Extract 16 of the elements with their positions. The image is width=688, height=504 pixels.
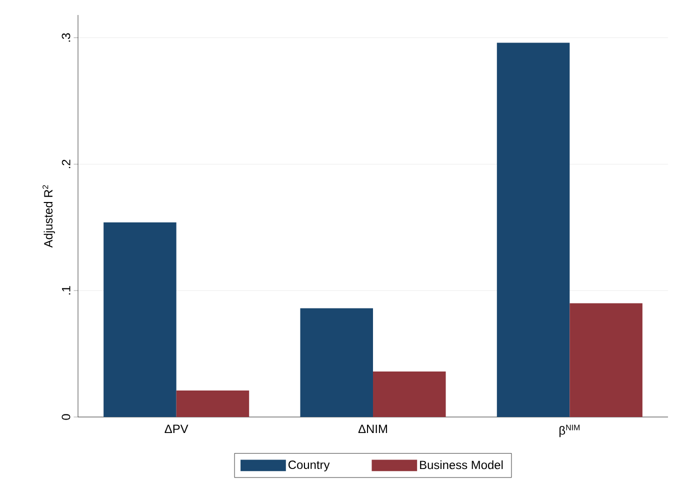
bar <box>300 308 374 417</box>
legend-label: Business Model <box>420 460 503 470</box>
x-tick-label: β$^{NIM}$ <box>560 424 580 438</box>
y-tick-label: 0 <box>62 414 70 420</box>
legend-label: Country <box>288 460 330 472</box>
y-axis-title: Adjusted R$^{2}$ <box>42 185 55 248</box>
bar <box>570 303 642 417</box>
x-tick-label: ΔNIM <box>358 424 387 433</box>
bar <box>373 371 446 417</box>
bar <box>104 222 176 417</box>
x-tick-label: ΔPV <box>164 424 188 433</box>
y-tick-label: .3 <box>62 33 70 42</box>
y-tick-label: .1 <box>62 286 70 294</box>
bar <box>176 390 250 417</box>
bar <box>496 42 570 417</box>
y-tick-label: .2 <box>62 160 70 168</box>
